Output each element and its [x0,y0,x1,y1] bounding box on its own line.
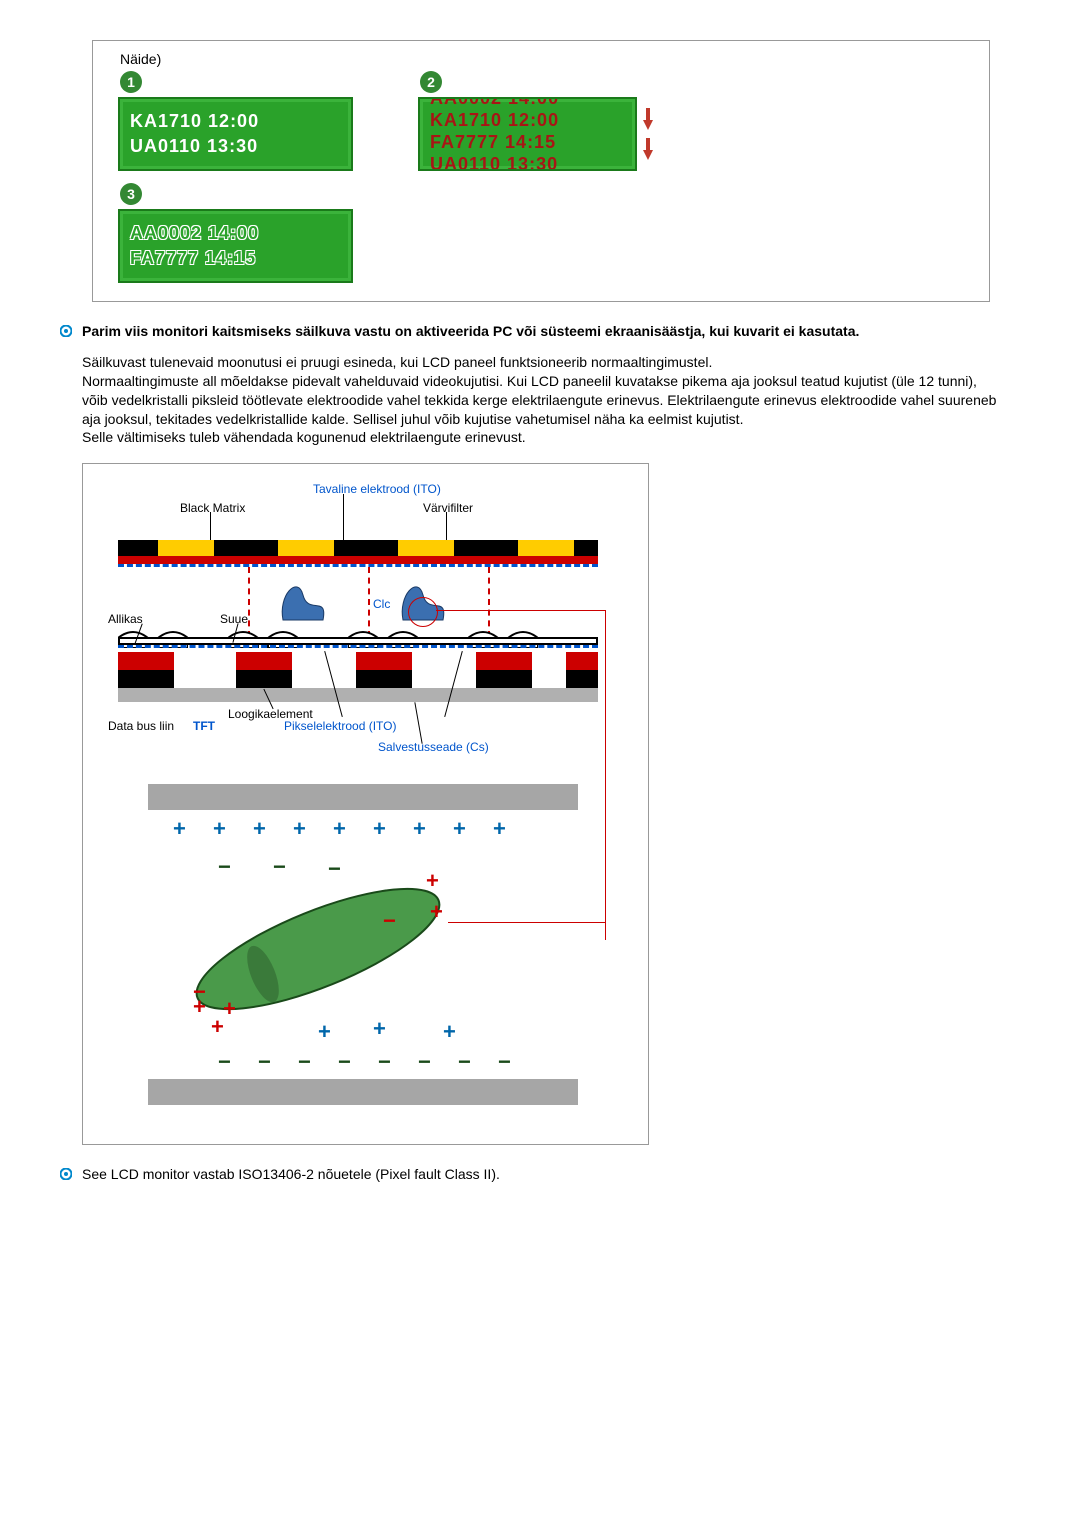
scroll-arrows [637,97,653,171]
layer-red-top [118,556,598,564]
label-tavaline: Tavaline elektrood (ITO) [313,482,441,496]
bullet-icon [60,1168,72,1180]
panel-2: AA0002 14:00 KA1710 12:00 FA7777 14:15 U… [418,97,637,171]
diagram-cross-section: Tavaline elektrood (ITO) Black Matrix Vä… [98,482,633,762]
panel-3: AA0002 14:00 FA7777 14:15 [118,209,353,283]
panel2-line4: UA0110 13:30 [430,153,559,171]
badge-3: 3 [120,183,142,205]
label-piksel: Pikselelektrood (ITO) [284,719,396,733]
example-row-1: 1 KA1710 12:00 UA0110 13:30 2 AA0002 14:… [118,71,964,171]
label-tft: TFT [193,719,215,733]
label-salvestus: Salvestusseade (Cs) [378,740,489,754]
panel-2-wrap: AA0002 14:00 KA1710 12:00 FA7777 14:15 U… [418,97,653,171]
bullet-2: See LCD monitor vastab ISO13406-2 nõuete… [60,1165,1020,1184]
label-allikas: Allikas [108,612,143,626]
example-box: Näide) 1 KA1710 12:00 UA0110 13:30 2 AA0… [92,40,990,302]
bullet-2-text: See LCD monitor vastab ISO13406-2 nõuete… [82,1165,500,1184]
bullet-1-title: Parim viis monitori kaitsmiseks säilkuva… [82,322,859,341]
lc-ellipse-icon [178,884,458,1017]
body-p2: Normaaltingimuste all mõeldakse pidevalt… [82,373,996,427]
body-p1: Säilkuvast tulenevaid moonutusi ei pruug… [82,354,712,370]
panel3-line2: FA7777 14:15 [130,248,341,269]
body-p3: Selle vältimiseks tuleb vähendada kogune… [82,429,526,445]
panel2-line1: AA0002 14:00 [430,97,559,109]
diagram-charge: + + + + + + + + + − − − + − − + − + + + … [118,784,608,1114]
panel2-line3: FA7777 14:15 [430,131,559,153]
label-black-matrix: Black Matrix [180,501,245,515]
label-clc: Clc [373,597,390,611]
bullet-1: Parim viis monitori kaitsmiseks säilkuva… [60,322,1020,341]
label-varvifilter: Värvifilter [423,501,473,515]
body-text: Säilkuvast tulenevaid moonutusi ei pruug… [82,353,1000,447]
lc-wave-icon [273,570,333,625]
badge-1: 1 [120,71,142,93]
panel1-line2: UA0110 13:30 [130,136,341,157]
panel3-line1: AA0002 14:00 [130,223,341,244]
panel2-line2: KA1710 12:00 [430,109,559,131]
lcd-diagram: Tavaline elektrood (ITO) Black Matrix Vä… [82,463,649,1145]
example-col-2: 2 AA0002 14:00 KA1710 12:00 FA7777 14:15… [418,71,653,171]
example-col-1: 1 KA1710 12:00 UA0110 13:30 [118,71,353,171]
badge-2: 2 [420,71,442,93]
label-data-bus: Data bus liin [108,719,174,733]
bullet-icon [60,325,72,337]
example-label: Näide) [120,51,964,67]
example-row-2: 3 AA0002 14:00 FA7777 14:15 [118,183,964,283]
example-col-3: 3 AA0002 14:00 FA7777 14:15 [118,183,353,283]
panel1-line1: KA1710 12:00 [130,111,341,132]
panel-1: KA1710 12:00 UA0110 13:30 [118,97,353,171]
label-suue: Suue [220,612,248,626]
arrow-down-icon [643,150,653,160]
arrow-down-icon [643,120,653,130]
